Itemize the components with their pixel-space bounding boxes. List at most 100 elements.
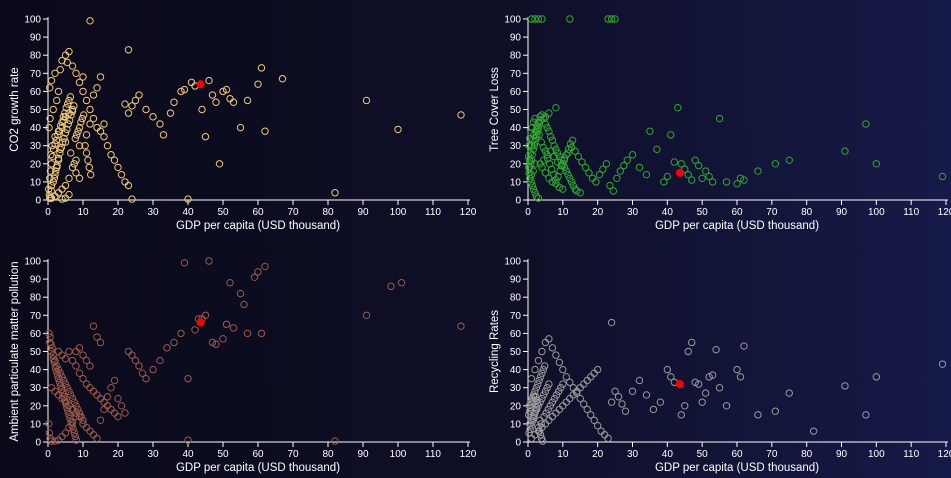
data-point[interactable] — [573, 187, 581, 195]
data-point[interactable] — [566, 174, 574, 182]
data-point[interactable] — [75, 369, 84, 377]
data-point[interactable] — [862, 411, 870, 419]
data-point[interactable] — [722, 402, 731, 410]
data-point[interactable] — [124, 109, 133, 117]
data-point[interactable] — [538, 163, 546, 172]
data-point[interactable] — [61, 355, 70, 363]
data-point[interactable] — [254, 268, 262, 276]
data-point[interactable] — [65, 347, 73, 356]
data-point[interactable] — [712, 345, 720, 354]
data-point[interactable] — [529, 167, 537, 175]
data-point[interactable] — [681, 402, 689, 410]
data-point[interactable] — [117, 402, 126, 410]
data-point[interactable] — [54, 87, 63, 96]
data-point[interactable] — [45, 123, 53, 132]
data-point[interactable] — [552, 145, 560, 154]
data-point[interactable] — [566, 140, 575, 148]
data-point[interactable] — [257, 64, 266, 72]
data-point[interactable] — [68, 163, 77, 172]
data-point[interactable] — [771, 407, 780, 415]
data-point[interactable] — [528, 123, 536, 132]
data-point[interactable] — [86, 384, 94, 392]
data-point[interactable] — [536, 431, 545, 439]
data-point[interactable] — [89, 114, 98, 123]
data-point[interactable] — [524, 163, 533, 172]
data-point[interactable] — [611, 387, 619, 396]
data-point[interactable] — [89, 322, 98, 330]
data-point[interactable] — [642, 391, 651, 399]
data-point[interactable] — [46, 114, 54, 123]
data-point[interactable] — [684, 170, 692, 179]
data-point[interactable] — [543, 123, 551, 132]
data-point[interactable] — [177, 87, 185, 96]
data-point[interactable] — [569, 384, 577, 392]
data-point[interactable] — [771, 160, 780, 168]
data-point[interactable] — [73, 131, 81, 139]
data-point[interactable] — [56, 149, 64, 157]
data-point[interactable] — [585, 169, 593, 177]
data-point[interactable] — [191, 326, 199, 334]
data-point[interactable] — [571, 147, 579, 155]
data-point[interactable] — [46, 167, 55, 175]
data-point[interactable] — [62, 103, 70, 112]
data-point[interactable] — [583, 405, 591, 414]
data-point[interactable] — [628, 151, 637, 159]
data-point[interactable] — [60, 134, 68, 143]
data-point[interactable] — [89, 387, 98, 396]
data-point[interactable] — [528, 142, 536, 150]
data-point[interactable] — [58, 432, 66, 441]
data-point[interactable] — [535, 131, 543, 139]
data-point[interactable] — [534, 402, 543, 410]
data-point[interactable] — [539, 114, 548, 123]
data-point[interactable] — [548, 178, 557, 186]
data-point[interactable] — [552, 391, 561, 399]
data-point[interactable] — [607, 318, 616, 327]
data-point[interactable] — [72, 436, 81, 444]
data-point[interactable] — [51, 140, 59, 148]
data-point[interactable] — [86, 105, 94, 114]
data-point[interactable] — [100, 120, 108, 128]
data-point[interactable] — [243, 96, 252, 105]
data-point[interactable] — [552, 176, 560, 184]
data-point[interactable] — [527, 170, 536, 179]
data-point[interactable] — [555, 152, 564, 161]
data-point[interactable] — [573, 389, 581, 397]
data-point[interactable] — [82, 380, 91, 388]
data-point[interactable] — [46, 84, 54, 92]
data-point[interactable] — [542, 409, 550, 417]
data-point[interactable] — [583, 376, 591, 385]
data-point[interactable] — [65, 190, 73, 199]
data-point[interactable] — [149, 365, 157, 374]
data-point[interactable] — [607, 398, 616, 406]
data-point[interactable] — [635, 376, 644, 385]
data-point[interactable] — [65, 96, 73, 105]
data-point[interactable] — [159, 131, 168, 139]
data-point[interactable] — [548, 344, 557, 352]
data-point[interactable] — [533, 400, 542, 408]
data-point[interactable] — [529, 118, 538, 126]
data-point[interactable] — [538, 111, 546, 119]
data-point[interactable] — [531, 114, 539, 123]
data-point[interactable] — [46, 174, 54, 182]
data-point[interactable] — [250, 273, 259, 281]
data-point[interactable] — [68, 62, 77, 70]
data-point[interactable] — [552, 103, 560, 112]
data-point[interactable] — [219, 87, 227, 96]
data-point[interactable] — [86, 17, 94, 25]
data-point[interactable] — [70, 398, 78, 406]
data-point[interactable] — [128, 351, 136, 359]
data-point[interactable] — [66, 116, 74, 125]
data-point[interactable] — [75, 344, 84, 352]
data-point[interactable] — [715, 114, 724, 123]
data-point[interactable] — [552, 351, 560, 359]
data-point[interactable] — [70, 160, 78, 168]
data-point[interactable] — [180, 85, 189, 94]
data-point[interactable] — [528, 181, 537, 190]
data-point[interactable] — [54, 189, 63, 197]
data-point[interactable] — [212, 340, 220, 348]
data-point[interactable] — [663, 172, 672, 181]
data-point[interactable] — [534, 15, 543, 23]
highlighted-point[interactable] — [675, 168, 684, 177]
data-point[interactable] — [526, 134, 534, 143]
data-point[interactable] — [51, 69, 59, 78]
